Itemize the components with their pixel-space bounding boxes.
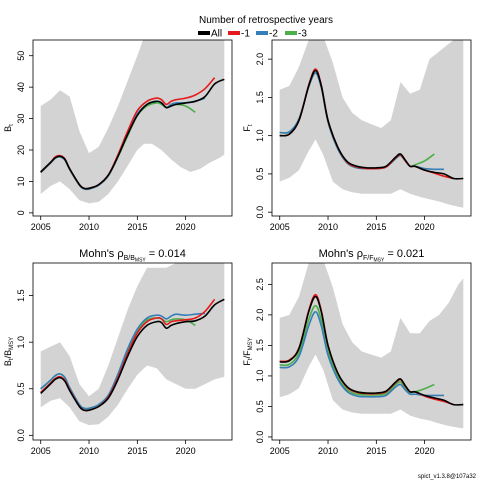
y-tick-label-FFmsy-0: 0.0 bbox=[255, 431, 265, 444]
y-label-main-B: B bbox=[3, 126, 13, 132]
x-tick-label-BBmsy-1: 2010 bbox=[79, 446, 99, 456]
x-tick-label-F-1: 2010 bbox=[318, 222, 338, 232]
plot-area-FFmsy bbox=[279, 263, 464, 429]
y-tick-label-B-3: 30 bbox=[16, 114, 26, 124]
y-tick-label-B-2: 20 bbox=[16, 145, 26, 155]
x-tick-label-BBmsy-3: 2020 bbox=[176, 446, 196, 456]
y-tick-label-FFmsy-5: 2.5 bbox=[255, 278, 265, 291]
plot-area-B bbox=[40, 40, 225, 204]
series-line-F-0 bbox=[279, 69, 464, 180]
legend-items: All -1 -2 -3 bbox=[198, 29, 307, 40]
y-tick-label-BBmsy-1: 0.5 bbox=[16, 383, 26, 396]
y-tick-label-F-1: 0.5 bbox=[255, 168, 265, 181]
legend-item-0: All bbox=[198, 29, 222, 40]
legend-label-3: -3 bbox=[298, 29, 307, 40]
y-label-sub2-BBmsy: MSY bbox=[9, 337, 15, 350]
y-label-sub-F: t bbox=[248, 124, 254, 126]
legend-title: Number of retrospective years bbox=[199, 15, 333, 26]
series-line-FFmsy-0 bbox=[279, 295, 464, 406]
panel-BBmsy: 2005 2010 2015 20200.00.51.01.5Bt/BMSYMohn'… bbox=[3, 248, 233, 456]
y-tick-label-FFmsy-1: 0.5 bbox=[255, 400, 265, 413]
x-tick-label-B-1: 2010 bbox=[79, 222, 99, 232]
series-line-B-0 bbox=[40, 78, 225, 190]
title-main-FFmsy: Mohn's ρ bbox=[319, 248, 363, 260]
x-tick-label-B-2: 2015 bbox=[127, 222, 147, 232]
x-tick-label-F-3: 2020 bbox=[415, 222, 435, 232]
y-tick-label-FFmsy-3: 1.5 bbox=[255, 339, 265, 352]
panel-title-FFmsy: Mohn's ρF/FMSY = 0.021 bbox=[319, 248, 425, 264]
panel-F: 2005 2010 2015 2020 0.0 0.5 1.0 1.5 2.0 Ft bbox=[242, 39, 472, 232]
x-tick-label-F-0: 2005 bbox=[270, 222, 290, 232]
ci-band-F bbox=[279, 40, 464, 208]
y-tick-label-B-1: 10 bbox=[16, 176, 26, 186]
x-tick-label-BBmsy-0: 2005 bbox=[31, 446, 51, 456]
y-tick-label-FFmsy-4: 2.0 bbox=[255, 309, 265, 322]
title-main-BBmsy: Mohn's ρ bbox=[79, 248, 123, 260]
y-label-sub2-FFmsy: MSY bbox=[248, 337, 254, 350]
plot-frame-FFmsy bbox=[271, 262, 472, 441]
y-tick-label-FFmsy-2: 1.0 bbox=[255, 370, 265, 383]
x-tick-label-B-3: 2020 bbox=[176, 222, 196, 232]
x-tick-label-BBmsy-2: 2015 bbox=[127, 446, 147, 456]
plot-frame-BBmsy bbox=[32, 262, 233, 441]
y-tick-label-BBmsy-0: 0.0 bbox=[16, 429, 26, 442]
series-line-BBmsy-2 bbox=[40, 312, 206, 410]
y-label-mid-FFmsy: /F bbox=[242, 350, 252, 359]
legend-label-2: -2 bbox=[269, 29, 278, 40]
x-tick-label-B-0: 2005 bbox=[31, 222, 51, 232]
legend-label-0: All bbox=[211, 29, 222, 40]
y-tick-label-B-5: 50 bbox=[16, 51, 26, 61]
y-axis-label-F: Ft bbox=[242, 124, 254, 132]
plot-frame-F bbox=[271, 39, 472, 217]
y-tick-label-F-4: 2.0 bbox=[255, 53, 265, 66]
title-subsub-FFmsy: MSY bbox=[374, 258, 386, 264]
panel-FFmsy: 2005 2010 2015 20200.00.51.01.52.02.5Ft/FMS… bbox=[242, 248, 472, 456]
footer-version: spict_v1.3.8@107a32 bbox=[418, 474, 477, 480]
legend-item-1: -1 bbox=[228, 29, 250, 40]
title-sub-BBmsy: B/B bbox=[124, 255, 136, 262]
legend: Number of retrospective years All -1 -2 -3 bbox=[198, 15, 333, 40]
panel-B: 2005 2010 2015 2020 0 10 20 30 40 50 Bt bbox=[3, 39, 233, 232]
title-subsub-BBmsy: MSY bbox=[135, 258, 147, 264]
y-label-sub-BBmsy: t bbox=[9, 358, 15, 360]
legend-item-3: -3 bbox=[285, 29, 307, 40]
x-tick-label-FFmsy-0: 2005 bbox=[270, 446, 290, 456]
y-label-main-BBmsy: B bbox=[3, 360, 13, 366]
y-tick-label-B-0: 0 bbox=[16, 210, 26, 215]
title-sub-FFmsy: F/F bbox=[363, 255, 374, 262]
legend-item-2: -2 bbox=[256, 29, 278, 40]
x-tick-label-FFmsy-2: 2015 bbox=[366, 446, 386, 456]
ci-band-FFmsy bbox=[279, 263, 464, 429]
title-value-FFmsy: = 0.021 bbox=[384, 248, 424, 260]
y-label-mid-BBmsy: /B bbox=[3, 350, 13, 359]
y-tick-label-BBmsy-3: 1.5 bbox=[16, 289, 26, 302]
x-tick-label-FFmsy-3: 2020 bbox=[415, 446, 435, 456]
y-tick-label-F-0: 0.0 bbox=[255, 206, 265, 219]
series-line-FFmsy-2 bbox=[279, 311, 444, 398]
y-tick-label-F-3: 1.5 bbox=[255, 91, 265, 104]
y-tick-label-BBmsy-2: 1.0 bbox=[16, 336, 26, 349]
y-axis-label-BBmsy: Bt/BMSY bbox=[3, 337, 15, 366]
y-tick-label-F-2: 1.0 bbox=[255, 129, 265, 142]
y-tick-label-B-4: 40 bbox=[16, 82, 26, 92]
y-axis-label-FFmsy: Ft/FMSY bbox=[242, 337, 254, 365]
y-label-main-F: F bbox=[242, 126, 252, 132]
plot-area-F bbox=[279, 40, 464, 208]
panel-title-BBmsy: Mohn's ρB/BMSY = 0.014 bbox=[79, 248, 186, 264]
plot-area-BBmsy bbox=[40, 263, 225, 426]
chart-panels: 2005 2010 2015 2020 0 10 20 30 40 50 Bt 2005 2010 201… bbox=[3, 39, 472, 456]
series-line-BBmsy-0 bbox=[40, 298, 225, 412]
y-label-main-FFmsy: F bbox=[242, 360, 252, 366]
x-tick-label-F-2: 2015 bbox=[366, 222, 386, 232]
legend-label-1: -1 bbox=[241, 29, 250, 40]
y-label-sub-FFmsy: t bbox=[248, 358, 254, 360]
ci-band-B bbox=[40, 40, 225, 204]
x-tick-label-FFmsy-1: 2010 bbox=[318, 446, 338, 456]
title-value-BBmsy: = 0.014 bbox=[146, 248, 186, 260]
y-label-sub-B: t bbox=[9, 124, 15, 126]
plot-frame-B bbox=[32, 39, 233, 217]
y-axis-label-B: Bt bbox=[3, 124, 15, 132]
